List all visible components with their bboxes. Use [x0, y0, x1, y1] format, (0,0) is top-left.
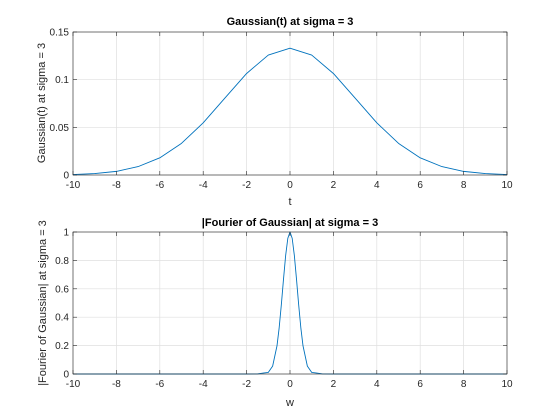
gaussian-x-tick-label: 2 [331, 180, 337, 191]
fourier-y-axis-label: |Fourier of Gaussian| at sigma = 3 [37, 220, 49, 386]
fourier-x-tick-label: -10 [66, 379, 81, 390]
gaussian-x-tick-label: -4 [199, 180, 208, 191]
gaussian-y-tick-label: 0.1 [55, 75, 69, 86]
fourier-y-tick-label: 0.6 [55, 284, 69, 295]
fourier-x-tick-label: -2 [242, 379, 251, 390]
gaussian-axes: Gaussian(t) at sigma = 3 t Gaussian(t) a… [36, 16, 513, 208]
fourier-y-tick-label: 0.8 [55, 256, 69, 267]
fourier-x-tick-label: 8 [461, 379, 467, 390]
gaussian-y-tick-label: 0 [63, 171, 69, 182]
gaussian-x-tick-label: 6 [417, 180, 423, 191]
gaussian-chart-title: Gaussian(t) at sigma = 3 [227, 16, 354, 28]
gaussian-y-tick-label: 0.05 [50, 123, 70, 134]
gaussian-x-tick-label: 8 [461, 180, 467, 191]
gaussian-x-tick-label: 0 [287, 180, 293, 191]
fourier-x-tick-label: -8 [112, 379, 121, 390]
fourier-x-tick-label: 4 [374, 379, 380, 390]
fourier-x-tick-label: -6 [155, 379, 164, 390]
fourier-chart-title: |Fourier of Gaussian| at sigma = 3 [202, 217, 378, 229]
gaussian-x-tick-label: -6 [155, 180, 164, 191]
fourier-x-tick-label: -4 [199, 379, 208, 390]
gaussian-x-tick-label: -8 [112, 180, 121, 191]
gaussian-x-tick-label: 10 [501, 180, 513, 191]
gaussian-x-tick-label: 4 [374, 180, 380, 191]
fourier-y-tick-label: 0 [63, 370, 69, 381]
fourier-x-tick-label: 6 [417, 379, 423, 390]
gaussian-y-axis-label: Gaussian(t) at sigma = 3 [36, 43, 48, 163]
gaussian-x-tick-label: -2 [242, 180, 251, 191]
fourier-y-tick-label: 0.2 [55, 341, 69, 352]
fourier-x-axis-label: w [285, 397, 294, 409]
fourier-x-tick-label: 0 [287, 379, 293, 390]
gaussian-x-axis-label: t [288, 196, 291, 208]
fourier-axes: |Fourier of Gaussian| at sigma = 3 w |Fo… [37, 217, 513, 409]
gaussian-y-tick-label: 0.15 [50, 28, 70, 39]
fourier-y-tick-label: 1 [63, 228, 69, 239]
fourier-y-tick-label: 0.4 [55, 313, 69, 324]
gaussian-series-line [72, 47, 508, 175]
gaussian-x-tick-label: -10 [66, 180, 81, 191]
fourier-x-tick-label: 2 [331, 379, 337, 390]
fourier-x-tick-label: 10 [501, 379, 513, 390]
